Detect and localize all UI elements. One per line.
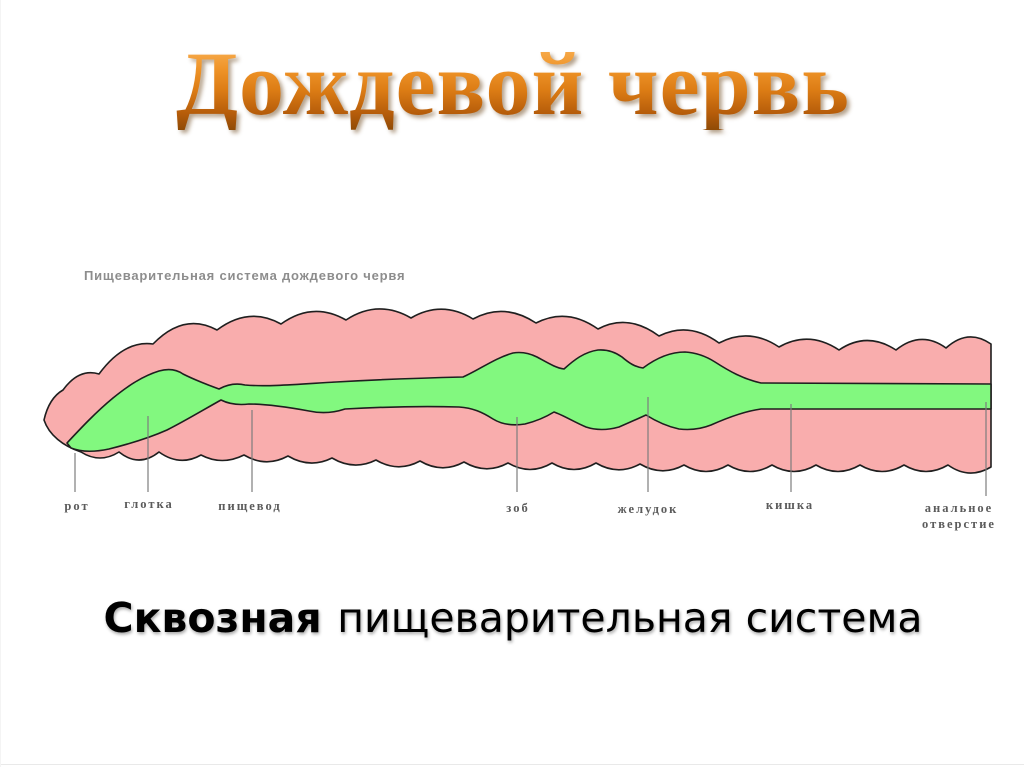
organ-label-rot: рот	[64, 499, 90, 513]
slide-bottom-edge	[1, 764, 1024, 765]
figure-caption: Пищеварительная система дождевого червя	[84, 268, 406, 283]
organ-label-zheludok: желудок	[617, 502, 679, 516]
caption-rest: пищеварительная система	[337, 594, 923, 642]
organ-label-analnoe-otverstie: анальное отверстие	[922, 501, 996, 532]
slide-caption: Сквозная пищеварительная система	[1, 594, 1024, 642]
organ-label-glotka: глотка	[124, 497, 174, 511]
caption-term: Сквозная	[103, 594, 322, 642]
organ-label-pishchevod: пищевод	[218, 499, 282, 513]
organ-label-zob: зоб	[506, 501, 530, 515]
organ-label-kishka: кишка	[765, 498, 815, 512]
worm-diagram	[43, 308, 992, 496]
digestive-tract-shape	[66, 349, 992, 452]
page-title: Дождевой червь	[1, 40, 1024, 130]
